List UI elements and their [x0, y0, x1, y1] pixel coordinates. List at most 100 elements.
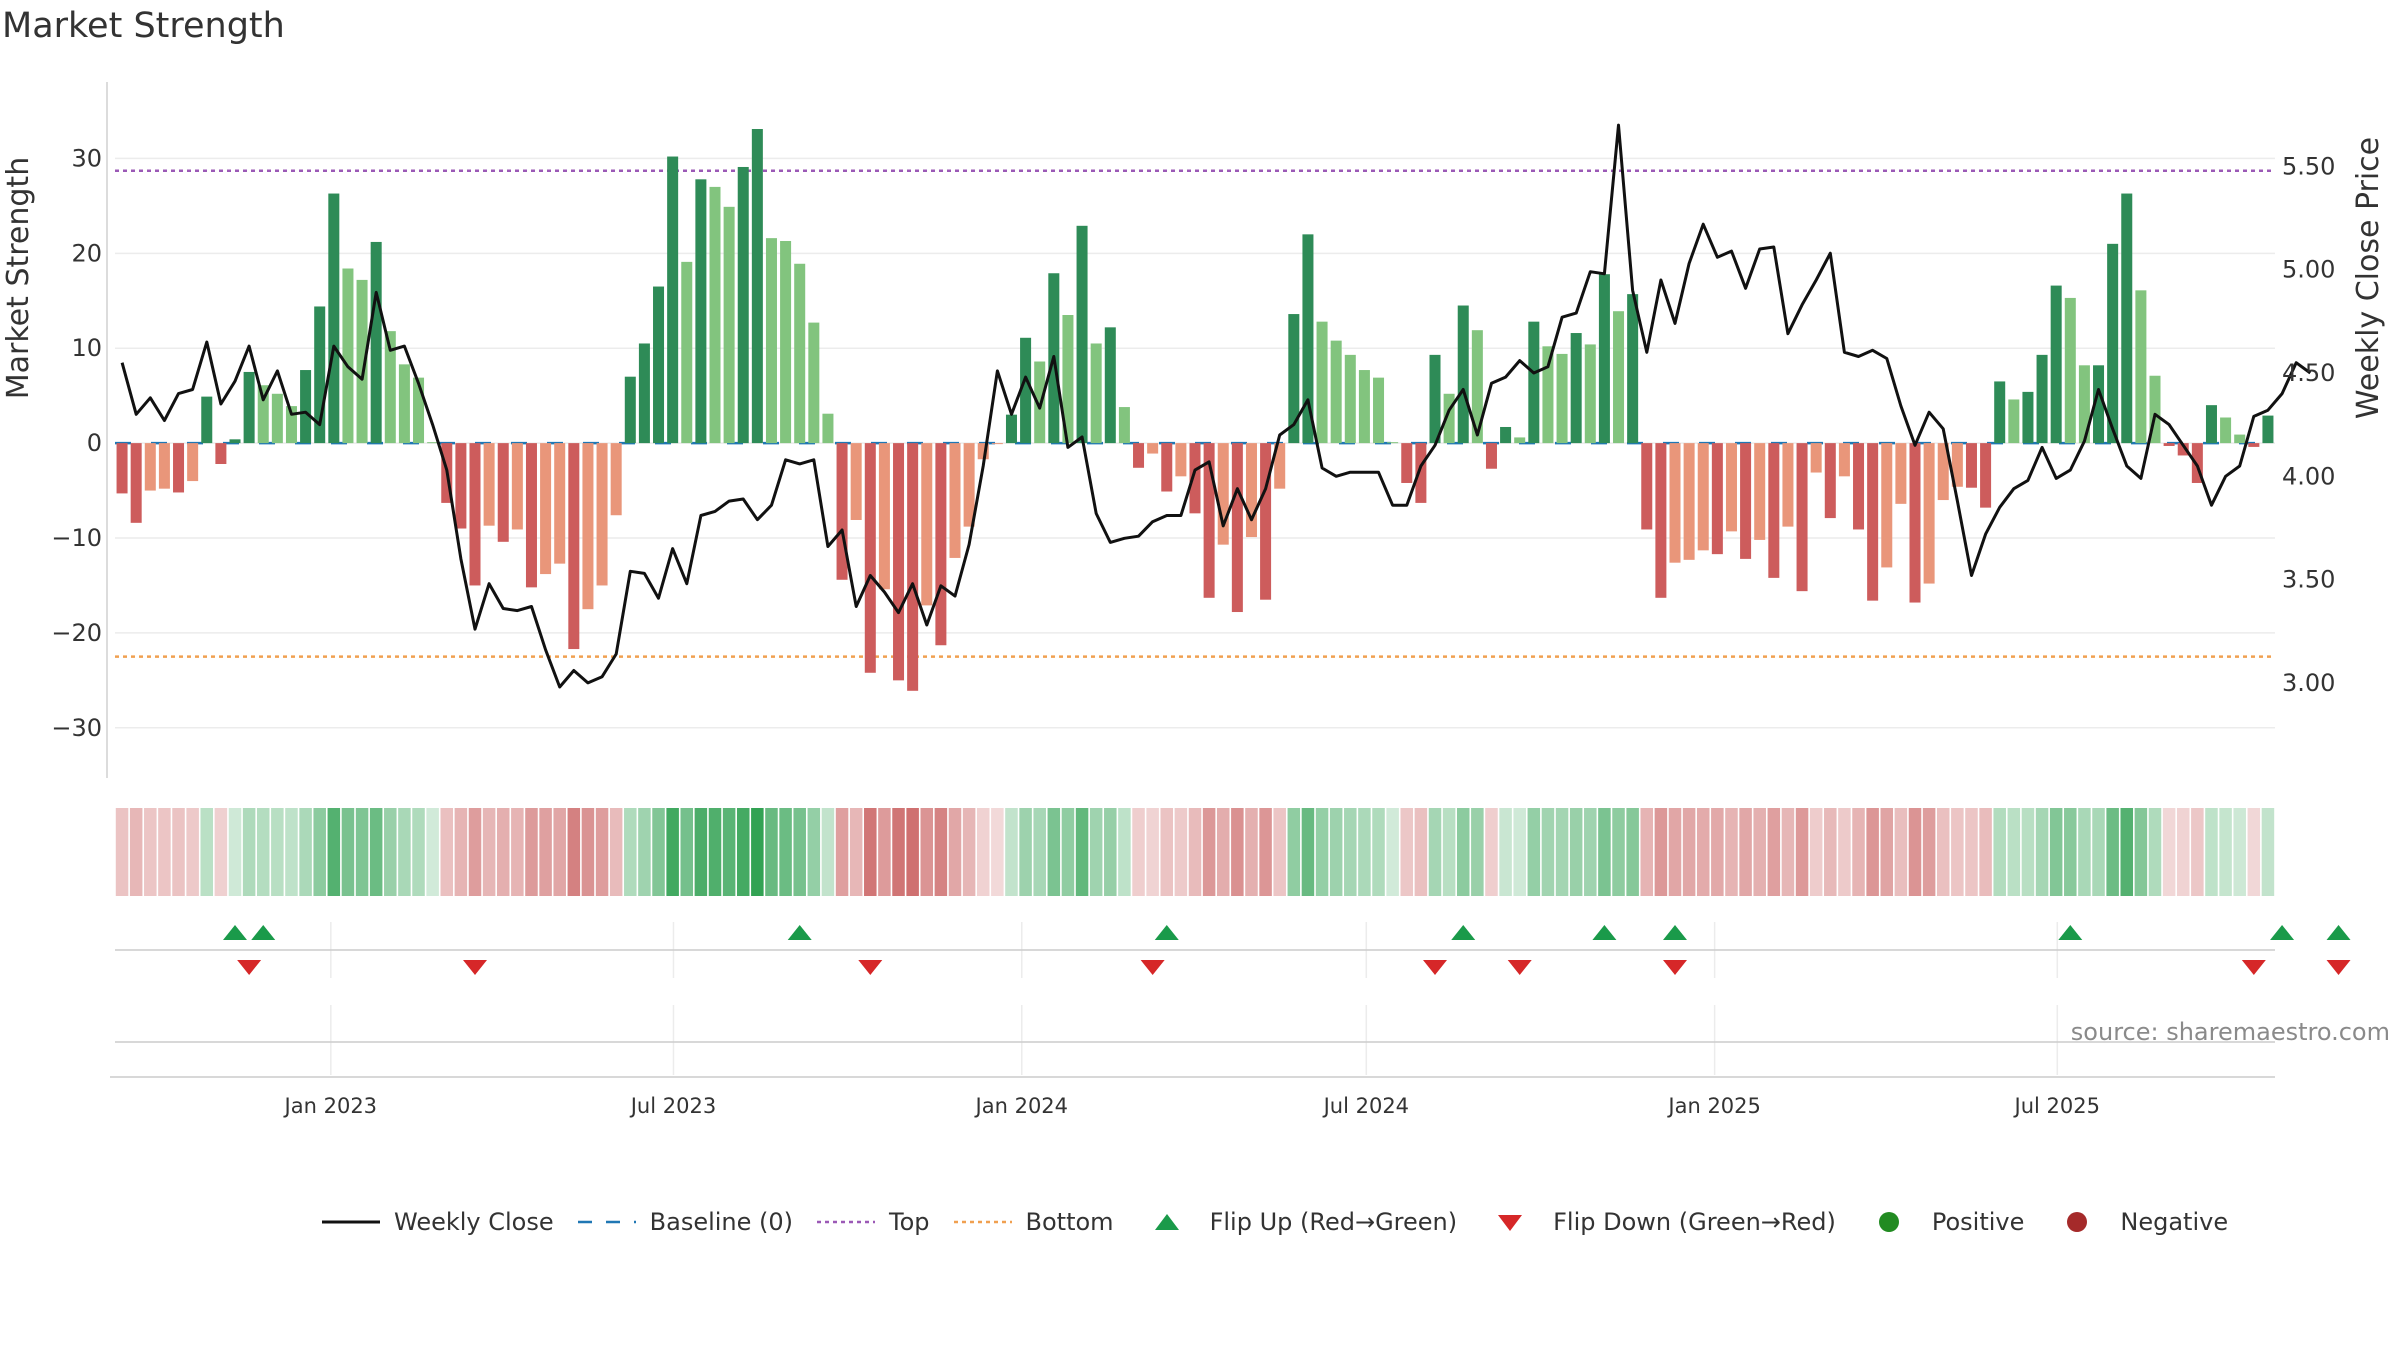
strength-bar [2205, 405, 2217, 444]
strength-bar [384, 331, 396, 444]
strength-bar [187, 443, 199, 482]
heat-cell [186, 808, 199, 896]
heat-cell [468, 808, 482, 896]
strength-bar [1937, 443, 1949, 501]
strength-bar [737, 166, 749, 444]
baseline-swatch [577, 1220, 636, 1224]
heat-cell [525, 808, 538, 896]
strength-bar [1457, 305, 1469, 444]
strength-bar [1669, 443, 1681, 563]
strength-bar [116, 443, 128, 494]
strength-bar [1528, 321, 1540, 444]
strength-bar [765, 238, 777, 444]
heat-cell [412, 808, 425, 896]
strength-bar [2036, 354, 2048, 444]
negative-swatch [2067, 1212, 2088, 1232]
legend-label: Negative [2120, 1208, 2229, 1236]
strength-bar [455, 443, 467, 529]
strength-bar [1711, 443, 1723, 555]
strength-bar [314, 306, 326, 444]
strength-bar [1104, 327, 1116, 444]
strength-bar [653, 286, 665, 444]
strength-bar [328, 193, 340, 444]
heat-cell [991, 808, 1004, 896]
flipup-swatch [1154, 1214, 1179, 1230]
strength-bar [1627, 294, 1639, 444]
x-tick-label: Jul 2024 [1322, 1094, 1409, 1118]
heat-cell [793, 808, 806, 896]
heat-cell [2064, 808, 2077, 896]
legend-item-negative: Negative [2046, 1208, 2228, 1236]
flip-down-marker [463, 960, 487, 975]
heat-cell [384, 808, 397, 896]
heat-cell [1372, 808, 1385, 896]
y-tick-right: 5.50 [2282, 152, 2335, 180]
heat-cell [1216, 808, 1230, 896]
heat-cell [1259, 808, 1272, 896]
strength-bar [596, 443, 608, 586]
heat-cell [1188, 808, 1202, 896]
strength-bar [1062, 315, 1074, 444]
heat-cell [652, 808, 665, 896]
strength-bar [1598, 274, 1610, 444]
strength-bar [1556, 353, 1568, 444]
strength-bar [1951, 443, 1963, 487]
heat-cell [878, 808, 891, 896]
heat-cell [1753, 808, 1766, 896]
heat-cell [1668, 808, 1682, 896]
heat-cell [948, 808, 962, 896]
strength-bar [1034, 361, 1046, 444]
strength-bar [1824, 443, 1836, 519]
strength-bar [1923, 443, 1935, 584]
strength-bar [780, 240, 792, 444]
strength-bar [610, 443, 622, 516]
heat-cell [1033, 808, 1046, 896]
strength-bar [2107, 243, 2119, 444]
strength-bar [638, 343, 650, 444]
strength-bar [1768, 443, 1780, 578]
strength-bar [1500, 426, 1512, 444]
strength-bar [723, 206, 735, 444]
strength-bar [921, 443, 933, 606]
strength-bar [257, 385, 269, 444]
flipdown-swatch [1498, 1215, 1523, 1231]
heat-cell [1386, 808, 1399, 896]
heat-cell [849, 808, 863, 896]
heat-cell [595, 808, 609, 896]
strength-bar [1288, 314, 1300, 444]
strength-bar [695, 179, 707, 444]
flip-up-marker [223, 925, 247, 940]
heat-cell [2035, 808, 2049, 896]
strength-bar [1260, 443, 1272, 600]
y-tick-left: −10 [51, 524, 102, 552]
legend-label: Bottom [1025, 1208, 1114, 1236]
strength-bar [907, 443, 919, 691]
heat-cell [934, 808, 948, 896]
heat-cell [129, 808, 143, 896]
weekly-close-line [120, 123, 2312, 689]
heat-cell [256, 808, 270, 896]
heat-cell [1824, 808, 1837, 896]
strength-bar [1613, 311, 1625, 444]
heat-cell [581, 808, 595, 896]
y-tick-left: 30 [71, 144, 102, 172]
strength-bar [1161, 443, 1173, 492]
heat-cell [2106, 808, 2119, 896]
strength-bar [751, 129, 763, 444]
heat-cell [906, 808, 919, 896]
heat-cell [1442, 808, 1456, 896]
strength-bar [413, 377, 425, 444]
strength-bar [935, 443, 947, 646]
strength-bar [1697, 443, 1709, 551]
heat-cell [1767, 808, 1781, 896]
strength-bar [1909, 443, 1921, 603]
heat-cell [736, 808, 750, 896]
strength-bar [991, 443, 1003, 445]
strength-bar [794, 263, 806, 444]
strength-bar [1175, 443, 1187, 477]
legend: Weekly Close Baseline (0) Top Bottom Flip Up… [320, 1208, 2250, 1236]
strength-bar [1570, 333, 1582, 444]
heat-cell [440, 808, 454, 896]
heat-cell [2049, 808, 2063, 896]
x-tick-label: Jan 2024 [974, 1094, 1069, 1118]
